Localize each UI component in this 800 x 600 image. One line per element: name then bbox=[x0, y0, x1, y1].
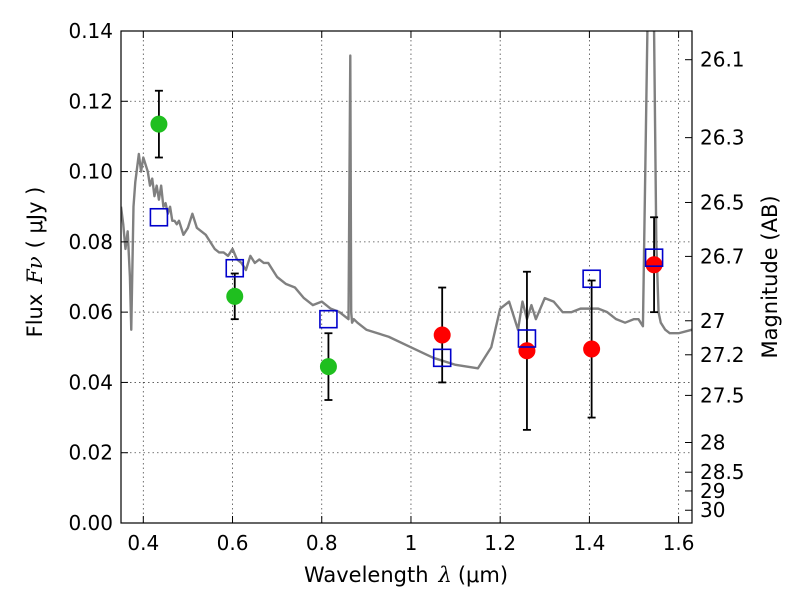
data-point bbox=[645, 256, 663, 274]
y-tick-label: 0.14 bbox=[68, 19, 113, 43]
magnitude-tick-label: 26.3 bbox=[700, 126, 745, 150]
magnitude-tick-label: 27 bbox=[700, 309, 725, 333]
magnitude-tick-label: 27.5 bbox=[700, 383, 745, 407]
y-tick-label: 0.00 bbox=[68, 511, 113, 535]
x-axis-title: Wavelength λ (μm) bbox=[304, 563, 508, 587]
spectrum-series bbox=[121, 31, 692, 370]
magnitude-tick-label: 26.5 bbox=[700, 190, 745, 214]
magnitude-tick-label: 26.7 bbox=[700, 244, 745, 268]
data-point bbox=[433, 326, 451, 344]
magnitude-tick-label: 28 bbox=[700, 430, 725, 454]
plot-frame bbox=[120, 30, 693, 524]
data-point bbox=[226, 287, 244, 305]
magnitude-tick-label: 26.1 bbox=[700, 48, 745, 72]
x-tick-label: 0.4 bbox=[127, 531, 159, 555]
model-square-marker bbox=[225, 258, 245, 278]
y-tick-label: 0.08 bbox=[68, 230, 113, 254]
magnitude-tick-label: 30 bbox=[700, 498, 725, 522]
data-point bbox=[319, 358, 337, 376]
data-point bbox=[583, 340, 601, 358]
model-square-marker bbox=[432, 348, 452, 368]
y-tick-label: 0.06 bbox=[68, 300, 113, 324]
x-tick-label: 0.6 bbox=[217, 531, 249, 555]
grid-lines bbox=[121, 31, 692, 523]
y-tick-label: 0.02 bbox=[68, 441, 113, 465]
spectrum-line bbox=[121, 31, 692, 370]
model-points bbox=[149, 207, 664, 368]
x-tick-label: 1 bbox=[405, 531, 418, 555]
y-tick-label: 0.10 bbox=[68, 160, 113, 184]
magnitude-tick-label: 29 bbox=[700, 479, 725, 503]
x-tick-label: 1.6 bbox=[663, 531, 695, 555]
model-square-marker bbox=[149, 207, 169, 227]
data-point bbox=[150, 115, 168, 133]
data-points bbox=[150, 115, 663, 376]
plot-area bbox=[121, 31, 692, 431]
axes: 0.4 0.6 0.8 1 1.2 1.4 1.6 0.00 0.02 0.04 0.06 0.08 0… bbox=[68, 19, 744, 555]
x-tick-label: 0.8 bbox=[306, 531, 338, 555]
y-tick-label: 0.04 bbox=[68, 370, 113, 394]
x-tick-label: 1.4 bbox=[573, 531, 605, 555]
model-square-marker bbox=[517, 329, 537, 348]
magnitude-tick-label: 27.2 bbox=[700, 343, 745, 367]
y-tick-label: 0.12 bbox=[68, 89, 113, 113]
y-axis-title: FluxFν( μJy ) bbox=[23, 187, 47, 338]
x-tick-label: 1.2 bbox=[484, 531, 516, 555]
model-square-marker bbox=[319, 309, 338, 329]
model-square-marker bbox=[644, 248, 664, 267]
magnitude-tick-label: 28.5 bbox=[700, 460, 745, 484]
model-square-marker bbox=[582, 269, 601, 289]
y2-axis-title: Magnitude (AB) bbox=[758, 195, 782, 358]
data-point bbox=[518, 342, 536, 360]
